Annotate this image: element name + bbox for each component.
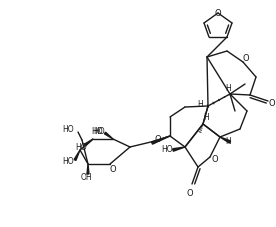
Polygon shape: [152, 136, 170, 145]
Text: HO: HO: [62, 156, 74, 165]
Polygon shape: [87, 164, 89, 174]
Text: OH: OH: [80, 172, 92, 181]
Text: O: O: [155, 134, 161, 143]
Text: H: H: [225, 136, 231, 145]
Text: O: O: [212, 155, 218, 164]
Text: O: O: [110, 164, 116, 173]
Polygon shape: [74, 150, 80, 161]
Text: HO: HO: [75, 143, 87, 152]
Text: O: O: [187, 188, 193, 197]
Text: O: O: [215, 8, 221, 17]
Text: O: O: [269, 98, 275, 107]
Text: HO: HO: [93, 127, 105, 136]
Polygon shape: [220, 137, 230, 143]
Text: H: H: [197, 99, 203, 108]
Text: H: H: [225, 83, 231, 92]
Text: HO: HO: [62, 125, 74, 134]
Text: H: H: [203, 112, 209, 121]
Text: HO: HO: [161, 145, 173, 154]
Polygon shape: [173, 147, 185, 152]
Polygon shape: [84, 139, 93, 146]
Text: O: O: [243, 53, 249, 62]
Text: HO: HO: [91, 127, 103, 136]
Polygon shape: [104, 133, 113, 139]
